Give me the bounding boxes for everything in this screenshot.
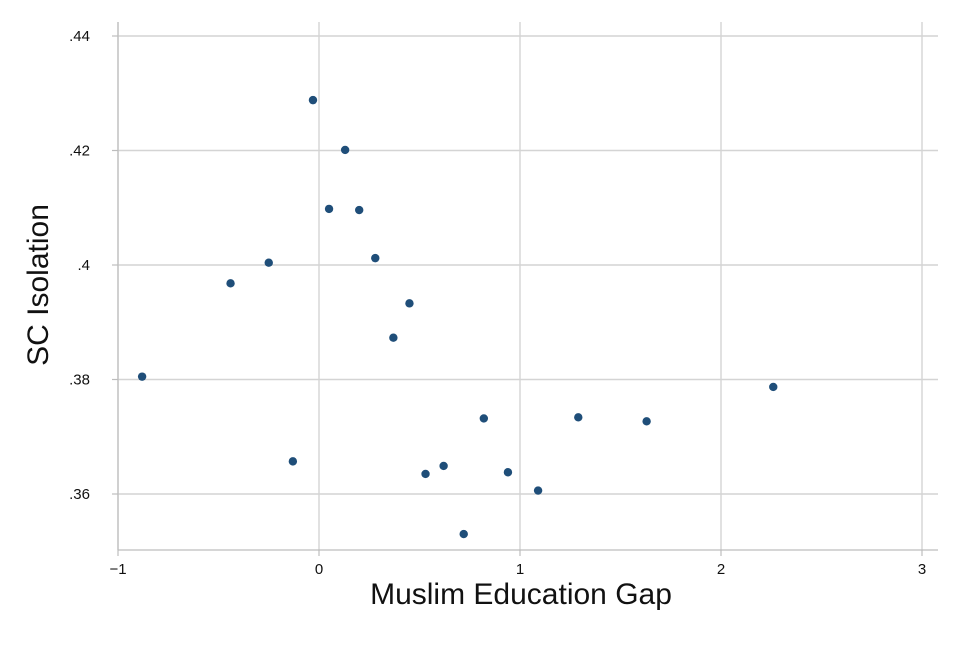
x-tick-label: 1 xyxy=(516,561,524,578)
data-point xyxy=(264,258,273,267)
data-point xyxy=(340,145,350,155)
data-point xyxy=(389,333,398,342)
y-tick-label: .36 xyxy=(69,486,90,503)
data-point xyxy=(308,95,318,105)
y-tick-label: .38 xyxy=(69,372,90,389)
data-points xyxy=(137,95,778,539)
data-point xyxy=(574,413,583,422)
y-axis-title: SC Isolation xyxy=(22,204,55,366)
y-tick-label: .4 xyxy=(77,257,90,274)
x-tick-label: 0 xyxy=(315,561,323,578)
data-point xyxy=(226,279,235,288)
y-tick-label: .44 xyxy=(69,28,90,45)
x-tick-label: −1 xyxy=(109,561,126,578)
data-point xyxy=(439,461,448,471)
data-point xyxy=(355,205,364,215)
tick-labels: −1 0 1 2 3 .36 .38 .4 .42 .44 xyxy=(69,28,926,578)
data-point xyxy=(642,417,651,426)
data-point xyxy=(503,468,513,477)
data-point xyxy=(769,382,778,392)
x-axis-title: Muslim Education Gap xyxy=(370,578,672,611)
data-point xyxy=(371,253,380,263)
data-point xyxy=(324,204,334,214)
data-point xyxy=(421,469,430,479)
grid-lines xyxy=(117,22,938,550)
axes xyxy=(112,22,938,556)
data-point xyxy=(288,457,298,466)
data-point xyxy=(405,299,414,308)
x-tick-label: 2 xyxy=(717,561,725,578)
data-point xyxy=(479,414,489,423)
data-point xyxy=(137,372,147,381)
data-point xyxy=(533,486,543,495)
y-tick-label: .42 xyxy=(69,143,90,160)
x-tick-label: 3 xyxy=(918,561,926,578)
data-point xyxy=(459,529,468,539)
